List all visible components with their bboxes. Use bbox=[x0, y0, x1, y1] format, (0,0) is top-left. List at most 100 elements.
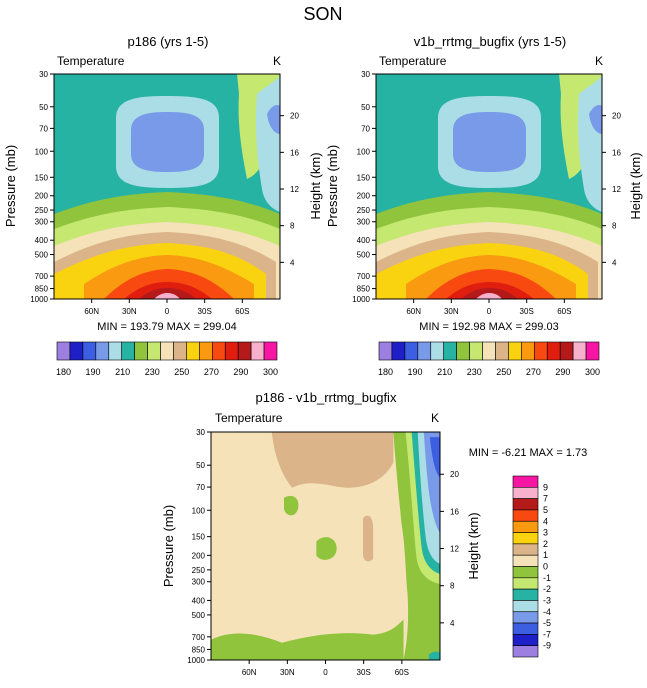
pressure-tick-label: 500 bbox=[35, 251, 49, 260]
pressure-tick-label: 700 bbox=[35, 272, 49, 281]
colorbar-label: 9 bbox=[543, 482, 548, 492]
height-tick-label: 20 bbox=[450, 470, 459, 479]
latitude-tick-label: 30S bbox=[357, 668, 371, 677]
min-max-stats: MIN = 193.79 MAX = 299.04 bbox=[97, 321, 236, 333]
pressure-tick-label: 400 bbox=[35, 236, 49, 245]
colorbar-swatch bbox=[378, 341, 393, 361]
pressure-tick-label: 150 bbox=[35, 173, 49, 182]
height-tick-label: 16 bbox=[290, 148, 299, 157]
height-tick-label: 20 bbox=[612, 112, 621, 121]
colorbar-label: 300 bbox=[263, 367, 278, 377]
colorbar-swatch bbox=[512, 622, 539, 635]
colorbar-swatch bbox=[508, 341, 522, 361]
pressure-tick-label: 150 bbox=[357, 173, 371, 182]
colorbar-swatch bbox=[512, 566, 539, 579]
colorbar-label: 190 bbox=[408, 367, 423, 377]
colorbar: 180 190 210 230 250 270 290 300 bbox=[56, 341, 278, 377]
height-tick-label: 8 bbox=[612, 222, 617, 231]
colorbar-label: -2 bbox=[543, 584, 551, 594]
units-label: K bbox=[273, 54, 281, 68]
min-max-stats: MIN = -6.21 MAX = 1.73 bbox=[469, 447, 588, 459]
pressure-tick-label: 30 bbox=[196, 428, 205, 437]
colorbar-swatch bbox=[572, 341, 587, 361]
pressure-tick-label: 300 bbox=[192, 578, 206, 587]
colorbar-swatch bbox=[512, 509, 539, 522]
colorbar-swatch bbox=[456, 341, 470, 361]
pressure-axis-title: Pressure (mb) bbox=[161, 505, 176, 587]
colorbar-swatch bbox=[512, 532, 539, 545]
colorbar-swatch bbox=[224, 341, 239, 361]
colorbar-swatch bbox=[134, 341, 148, 361]
colorbar-swatch bbox=[82, 341, 97, 361]
colorbar-label: 230 bbox=[467, 367, 482, 377]
contour-band-green-bottom bbox=[211, 619, 404, 660]
pressure-tick-label: 1000 bbox=[352, 295, 370, 304]
colorbar-swatch bbox=[533, 341, 548, 361]
pressure-tick-label: 700 bbox=[192, 633, 206, 642]
height-tick-label: 8 bbox=[450, 582, 455, 591]
colorbar-swatch bbox=[469, 341, 483, 361]
colorbar-label: 180 bbox=[56, 367, 71, 377]
contour-band-green-blob2 bbox=[316, 537, 337, 560]
pressure-tick-label: 70 bbox=[39, 124, 48, 133]
colorbar-swatch bbox=[512, 634, 539, 646]
latitude-tick-label: 0 bbox=[323, 668, 328, 677]
height-tick-label: 16 bbox=[612, 148, 621, 157]
contour-plot bbox=[54, 74, 280, 299]
colorbar-label: 180 bbox=[378, 367, 393, 377]
colorbar-label: 300 bbox=[585, 367, 600, 377]
height-axis: 20 16 12 8 4 bbox=[280, 112, 299, 267]
colorbar-label: 250 bbox=[174, 367, 189, 377]
colorbar-label: 0 bbox=[543, 562, 548, 572]
colorbar-swatch bbox=[147, 341, 161, 361]
colorbar-label: 290 bbox=[233, 367, 248, 377]
colorbar-swatch bbox=[186, 341, 200, 361]
colorbar-swatch bbox=[95, 341, 110, 361]
latitude-tick-label: 30S bbox=[520, 307, 534, 316]
latitude-axis: 60N 30N 0 30S 60S bbox=[406, 299, 571, 316]
colorbar-swatch bbox=[512, 600, 539, 613]
pressure-tick-label: 50 bbox=[196, 461, 205, 470]
colorbar-swatch bbox=[443, 341, 457, 361]
variable-label: Temperature bbox=[379, 54, 447, 68]
colorbar-swatch bbox=[512, 520, 539, 533]
contour-band-tan bbox=[271, 432, 394, 488]
latitude-axis: 60N 30N 0 30S 60S bbox=[84, 299, 249, 316]
colorbar-swatch bbox=[512, 611, 539, 624]
colorbar-swatch bbox=[108, 341, 123, 361]
pressure-tick-label: 70 bbox=[196, 483, 205, 492]
pressure-tick-label: 850 bbox=[192, 645, 206, 654]
pressure-tick-label: 250 bbox=[35, 206, 49, 215]
contour-plot bbox=[376, 74, 602, 299]
pressure-tick-label: 250 bbox=[192, 566, 206, 575]
contour-band-green-blob1 bbox=[283, 495, 299, 516]
height-axis-title: Height (km) bbox=[308, 152, 323, 219]
height-tick-label: 20 bbox=[290, 112, 299, 121]
contour-band-pink bbox=[476, 293, 502, 299]
latitude-tick-label: 60S bbox=[395, 668, 409, 677]
contour-band-darkblue-right bbox=[429, 437, 440, 478]
min-max-stats: MIN = 192.98 MAX = 299.03 bbox=[419, 321, 558, 333]
height-tick-label: 12 bbox=[612, 185, 621, 194]
colorbar-swatch bbox=[263, 341, 278, 361]
latitude-tick-label: 60N bbox=[242, 668, 257, 677]
pressure-tick-label: 100 bbox=[192, 506, 206, 515]
contour-band-pink bbox=[154, 293, 180, 299]
colorbar-swatch bbox=[199, 341, 213, 361]
colorbar-swatch bbox=[521, 341, 535, 361]
latitude-tick-label: 0 bbox=[165, 307, 170, 316]
height-axis-title: Height (km) bbox=[628, 152, 643, 219]
panel-p186: p186 (yrs 1-5) Temperature K 30 50 70 100 15… bbox=[3, 34, 323, 377]
pressure-tick-label: 400 bbox=[192, 596, 206, 605]
colorbar-label: 210 bbox=[437, 367, 452, 377]
panel-title: p186 (yrs 1-5) bbox=[128, 34, 209, 49]
colorbar-label: -4 bbox=[543, 607, 551, 617]
panel-v1b-rrtmg-bugfix: v1b_rrtmg_bugfix (yrs 1-5) Temperature K… bbox=[325, 34, 643, 377]
pressure-tick-label: 200 bbox=[192, 551, 206, 560]
colorbar-label: 1 bbox=[543, 550, 548, 560]
pressure-tick-label: 1000 bbox=[187, 656, 205, 665]
colorbar-swatch bbox=[404, 341, 419, 361]
